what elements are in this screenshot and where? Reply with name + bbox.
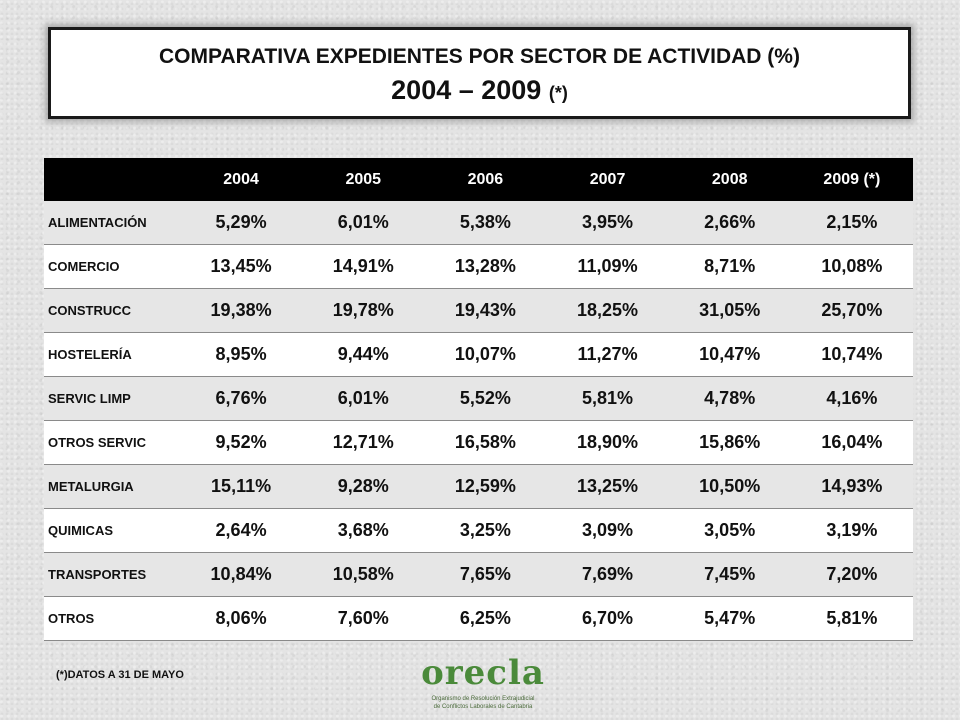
table-row: QUIMICAS 2,64% 3,68% 3,25% 3,09% 3,05% 3,19%: [44, 508, 913, 553]
percent-cell: 18,90%: [546, 420, 669, 465]
percent-cell: 4,16%: [790, 376, 913, 421]
page-subtitle: 2004 – 2009 (*): [51, 75, 908, 106]
sector-label: OTROS SERVIC: [44, 420, 180, 465]
percent-cell: 12,71%: [302, 420, 425, 465]
year-range: 2004 – 2009: [391, 75, 542, 105]
percent-cell: 18,25%: [546, 288, 669, 333]
percent-cell: 4,78%: [668, 376, 791, 421]
percent-cell: 19,78%: [302, 288, 425, 333]
percent-cell: 3,25%: [424, 508, 547, 553]
percent-cell: 10,74%: [790, 332, 913, 377]
percent-cell: 6,70%: [546, 596, 669, 641]
percent-cell: 10,08%: [790, 244, 913, 289]
percent-cell: 11,09%: [546, 244, 669, 289]
table-row: METALURGIA 15,11% 9,28% 12,59% 13,25% 10,50% 1…: [44, 464, 913, 509]
percent-cell: 3,68%: [302, 508, 425, 553]
footnote: (*)DATOS A 31 DE MAYO: [56, 669, 184, 681]
percent-cell: 31,05%: [668, 288, 791, 333]
percent-cell: 13,28%: [424, 244, 547, 289]
percent-cell: 6,01%: [302, 201, 425, 245]
orecla-logo: orecla Organismo de Resolución Extrajudi…: [413, 655, 553, 717]
percent-cell: 5,81%: [790, 596, 913, 641]
header-2005: 2005: [302, 158, 425, 201]
page-title: COMPARATIVA EXPEDIENTES POR SECTOR DE AC…: [159, 45, 800, 68]
percent-cell: 6,76%: [180, 376, 303, 421]
percent-cell: 5,52%: [424, 376, 547, 421]
sector-table: 2004 2005 2006 2007 2008 2009 (*) ALIMEN…: [44, 158, 913, 641]
percent-cell: 16,58%: [424, 420, 547, 465]
percent-cell: 3,09%: [546, 508, 669, 553]
percent-cell: 5,47%: [668, 596, 791, 641]
sector-label: METALURGIA: [44, 464, 180, 509]
percent-cell: 6,25%: [424, 596, 547, 641]
percent-cell: 8,95%: [180, 332, 303, 377]
header-2009: 2009 (*): [790, 158, 913, 201]
percent-cell: 14,93%: [790, 464, 913, 509]
percent-cell: 9,28%: [302, 464, 425, 509]
sector-label: COMERCIO: [44, 244, 180, 289]
sector-label: CONSTRUCC: [44, 288, 180, 333]
percent-cell: 5,81%: [546, 376, 669, 421]
percent-cell: 7,69%: [546, 552, 669, 597]
percent-cell: 5,29%: [180, 201, 303, 245]
percent-cell: 7,45%: [668, 552, 791, 597]
percent-cell: 7,65%: [424, 552, 547, 597]
sector-label: TRANSPORTES: [44, 552, 180, 597]
sector-label: HOSTELERÍA: [44, 332, 180, 377]
table-row: COMERCIO 13,45% 14,91% 13,28% 11,09% 8,71% 10,…: [44, 244, 913, 289]
sector-label: QUIMICAS: [44, 508, 180, 553]
percent-cell: 7,60%: [302, 596, 425, 641]
percent-cell: 19,38%: [180, 288, 303, 333]
percent-cell: 10,07%: [424, 332, 547, 377]
header-row: 2004 2005 2006 2007 2008 2009 (*): [44, 158, 913, 201]
percent-cell: 10,50%: [668, 464, 791, 509]
header-2007: 2007: [546, 158, 669, 201]
percent-cell: 14,91%: [302, 244, 425, 289]
percent-cell: 15,11%: [180, 464, 303, 509]
percent-cell: 2,15%: [790, 201, 913, 245]
logo-subtitle: Organismo de Resolución Extrajudicial de …: [431, 696, 535, 710]
table-row: TRANSPORTES 10,84% 10,58% 7,65% 7,69% 7,45% 7,…: [44, 552, 913, 597]
percent-cell: 2,64%: [180, 508, 303, 553]
table-row: OTROS 8,06% 7,60% 6,25% 6,70% 5,47% 5,81%: [44, 596, 913, 641]
percent-cell: 15,86%: [668, 420, 791, 465]
percent-cell: 6,01%: [302, 376, 425, 421]
percent-cell: 12,59%: [424, 464, 547, 509]
percent-cell: 9,52%: [180, 420, 303, 465]
sector-label: ALIMENTACIÓN: [44, 201, 180, 245]
table-row: ALIMENTACIÓN 5,29% 6,01% 5,38% 3,95% 2,66% 2,1…: [44, 201, 913, 245]
table-row: OTROS SERVIC 9,52% 12,71% 16,58% 18,90% 15,86…: [44, 420, 913, 465]
table-row: HOSTELERÍA 8,95% 9,44% 10,07% 11,27% 10,47% 10…: [44, 332, 913, 377]
percent-cell: 10,47%: [668, 332, 791, 377]
table-row: CONSTRUCC 19,38% 19,78% 19,43% 18,25% 31,05% 2…: [44, 288, 913, 333]
percent-cell: 8,06%: [180, 596, 303, 641]
percent-cell: 8,71%: [668, 244, 791, 289]
percent-cell: 9,44%: [302, 332, 425, 377]
percent-cell: 11,27%: [546, 332, 669, 377]
title-box: COMPARATIVA EXPEDIENTES POR SECTOR DE AC…: [48, 27, 911, 119]
percent-cell: 10,58%: [302, 552, 425, 597]
percent-cell: 25,70%: [790, 288, 913, 333]
percent-cell: 19,43%: [424, 288, 547, 333]
percent-cell: 16,04%: [790, 420, 913, 465]
header-2004: 2004: [180, 158, 303, 201]
header-2006: 2006: [424, 158, 547, 201]
header-corner: [44, 158, 180, 201]
header-2008: 2008: [668, 158, 791, 201]
table-row: SERVIC LIMP 6,76% 6,01% 5,52% 5,81% 4,78% 4,16…: [44, 376, 913, 421]
percent-cell: 3,19%: [790, 508, 913, 553]
percent-cell: 3,95%: [546, 201, 669, 245]
sector-label: OTROS: [44, 596, 180, 641]
percent-cell: 13,45%: [180, 244, 303, 289]
sector-label: SERVIC LIMP: [44, 376, 180, 421]
title-note: (*): [548, 83, 568, 103]
logo-wordmark: orecla: [421, 653, 545, 693]
percent-cell: 2,66%: [668, 201, 791, 245]
percent-cell: 7,20%: [790, 552, 913, 597]
percent-cell: 10,84%: [180, 552, 303, 597]
percent-cell: 3,05%: [668, 508, 791, 553]
percent-cell: 5,38%: [424, 201, 547, 245]
percent-cell: 13,25%: [546, 464, 669, 509]
